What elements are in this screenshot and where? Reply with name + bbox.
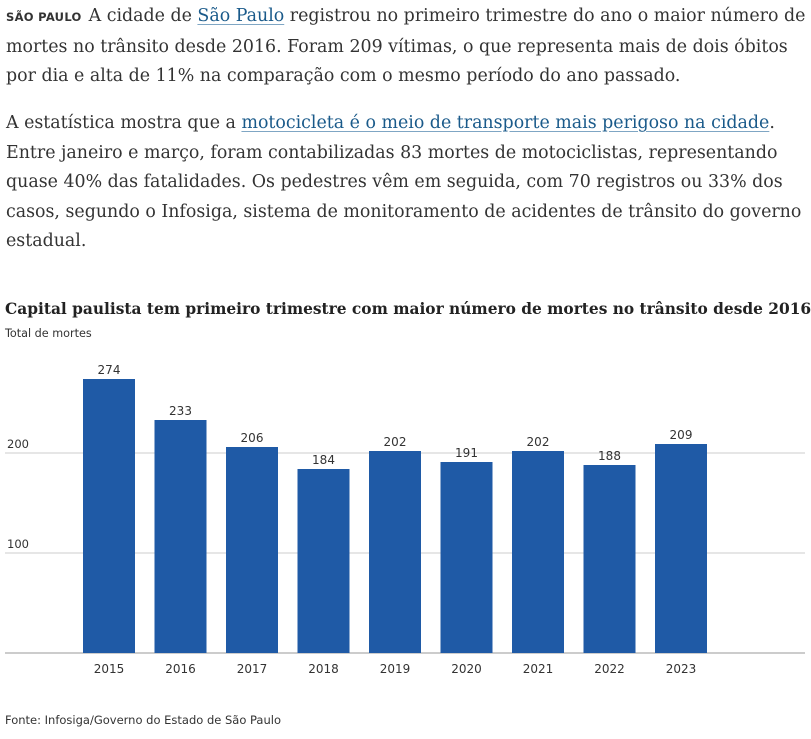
bar-2018 — [297, 469, 350, 653]
value-label-2021: 202 — [527, 435, 550, 449]
paragraph-2-text-a: A estatística mostra que a — [6, 113, 242, 133]
bar-2022 — [583, 465, 636, 653]
chart-subtitle: Total de mortes — [5, 327, 92, 340]
bar-2015 — [83, 379, 135, 653]
value-label-2018: 184 — [312, 453, 335, 467]
bar-chart: 100 200 274 2015 233 2016 206 2017 184 2018 202 201… — [5, 363, 805, 676]
x-tick-label-2020: 2020 — [451, 662, 482, 676]
sao-paulo-link[interactable]: São Paulo — [197, 6, 285, 26]
bar-2020 — [440, 462, 493, 653]
value-label-2015: 274 — [98, 363, 121, 377]
value-label-2022: 188 — [598, 449, 621, 463]
bar-2016 — [154, 420, 207, 653]
value-label-2019: 202 — [384, 435, 407, 449]
chart-title: Capital paulista tem primeiro trimestre … — [5, 300, 811, 318]
motorcycle-article-link[interactable]: motocicleta é o meio de transporte mais … — [241, 113, 770, 133]
paragraph-1-text-a: A cidade de — [88, 6, 198, 26]
x-tick-label-2015: 2015 — [94, 662, 125, 676]
y-tick-label-200: 200 — [7, 437, 29, 451]
bar-2019 — [369, 451, 421, 653]
paragraph-2-text-b: . Entre janeiro e março, foram contabili… — [6, 113, 802, 252]
bar-2017 — [226, 447, 278, 653]
chart-source: Fonte: Infosiga/Governo do Estado de São… — [5, 713, 281, 727]
x-tick-label-2019: 2019 — [380, 662, 411, 676]
x-tick-label-2021: 2021 — [523, 662, 554, 676]
paragraph-1: SÃO PAULO A cidade de São Paulo registrou… — [6, 2, 806, 92]
paragraph-2: A estatística mostra que a motocicleta é… — [6, 109, 806, 257]
x-tick-label-2017: 2017 — [237, 662, 268, 676]
x-tick-label-2023: 2023 — [666, 662, 697, 676]
x-tick-label-2022: 2022 — [594, 662, 625, 676]
x-tick-label-2016: 2016 — [165, 662, 196, 676]
y-tick-label-100: 100 — [7, 537, 29, 551]
value-label-2020: 191 — [455, 446, 478, 460]
value-label-2017: 206 — [241, 431, 264, 445]
location-tag: SÃO PAULO — [6, 10, 82, 24]
value-label-2016: 233 — [169, 404, 192, 418]
bar-2021 — [512, 451, 564, 653]
paragraph-1-text-b: registrou no primeiro trimestre do ano o… — [6, 6, 806, 87]
value-label-2023: 209 — [670, 428, 693, 442]
x-tick-label-2018: 2018 — [308, 662, 339, 676]
bar-2023 — [655, 444, 707, 653]
